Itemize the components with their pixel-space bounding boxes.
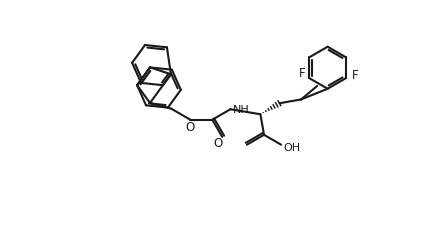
Text: OH: OH: [283, 142, 300, 152]
Text: O: O: [186, 121, 195, 134]
Text: F: F: [351, 68, 358, 81]
Text: F: F: [299, 67, 306, 79]
Text: O: O: [214, 137, 223, 150]
Text: NH: NH: [232, 105, 249, 115]
